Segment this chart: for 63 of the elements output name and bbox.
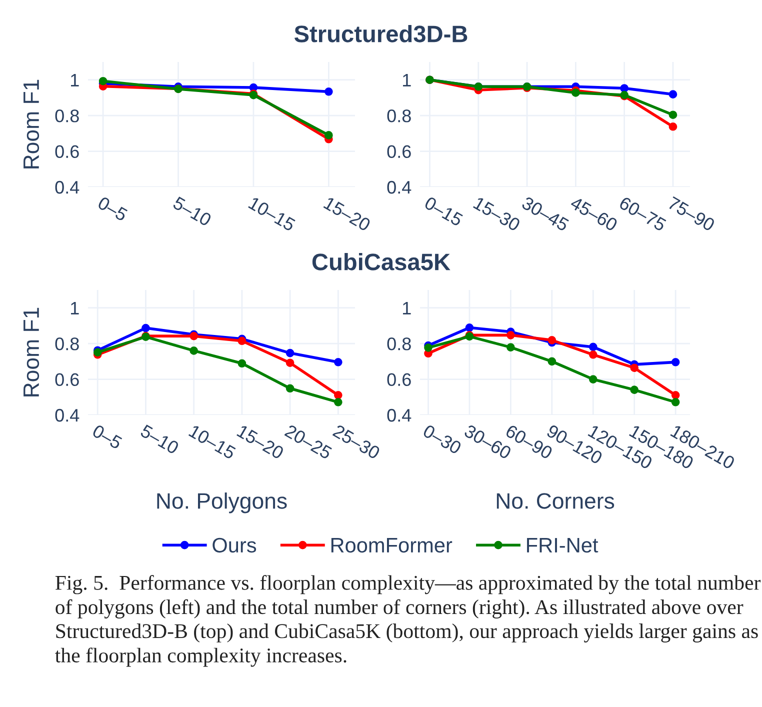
point	[588, 350, 598, 359]
point	[142, 324, 150, 332]
y-axis-title: Room F1	[24, 308, 40, 396]
point	[572, 88, 580, 97]
y-tick-label: 1	[403, 74, 411, 86]
point	[668, 110, 678, 120]
point	[506, 343, 515, 352]
x-tick-label: 0–15	[424, 196, 464, 227]
y-tick-label: 0.8	[387, 110, 411, 122]
y-tick-label: 1	[71, 302, 79, 314]
y-tick-label: 0.8	[387, 338, 411, 350]
y-tick-label: 0.4	[387, 180, 412, 194]
point	[671, 358, 680, 366]
point	[424, 344, 432, 352]
point	[98, 76, 108, 86]
point	[671, 391, 680, 400]
x-tick-label: 5–10	[172, 196, 212, 227]
y-tick-label: 0.6	[55, 145, 79, 158]
y-tick-label: 1	[71, 74, 79, 86]
point	[548, 357, 556, 366]
x-axis-title: No. Corners	[496, 493, 614, 509]
point	[334, 398, 342, 406]
point	[548, 336, 556, 344]
point	[286, 384, 294, 393]
legend-label: RoomFormer	[331, 538, 452, 553]
point	[588, 375, 598, 384]
y-tick-label: 0.8	[55, 110, 79, 122]
x-axis-title: No. Polygons	[157, 492, 287, 514]
point	[465, 324, 474, 332]
caption: Fig. 5. Performance vs. floorplan complexity—as approximated by the total number of polygons (left) and the total number of corners (right). As illustrated above over Structured3D-B (top) and CubiCasa5K (bottom), our approach yields larger gains as the floorplan complexity increases.	[55, 575, 761, 667]
point	[324, 87, 333, 96]
y-tick-label: 0.8	[55, 338, 79, 350]
legend-label: Ours	[212, 538, 256, 553]
y-tick-label: 0.6	[55, 373, 79, 386]
point	[506, 331, 515, 340]
y-tick-label: 0.6	[387, 373, 411, 386]
y-tick-label: 1	[403, 302, 411, 314]
point	[630, 386, 639, 394]
point	[630, 364, 639, 372]
point	[190, 346, 198, 355]
point	[671, 398, 680, 406]
y-tick-label: 0.4	[387, 408, 412, 422]
x-tick-label: 0–5	[97, 196, 128, 222]
legend-label: FRI-Net	[527, 538, 598, 553]
point	[334, 391, 342, 400]
point	[238, 359, 246, 368]
x-tick-label: 5–10	[140, 424, 180, 455]
y-axis-title: Room F1	[24, 80, 40, 168]
point	[620, 84, 628, 92]
point	[286, 358, 294, 368]
point	[334, 358, 342, 366]
point	[324, 131, 333, 140]
chart-title: CubiCasa5K	[312, 252, 450, 270]
point	[588, 342, 598, 352]
x-tick-label: 0–5	[92, 424, 123, 450]
point	[668, 90, 678, 98]
y-tick-label: 0.4	[55, 180, 80, 194]
y-tick-label: 0.4	[55, 408, 80, 422]
chart-title: Structured3D-B	[294, 24, 468, 42]
x-tick-label: 0–30	[422, 424, 462, 455]
point	[668, 122, 678, 131]
y-tick-label: 0.6	[387, 145, 411, 158]
point	[286, 348, 294, 358]
